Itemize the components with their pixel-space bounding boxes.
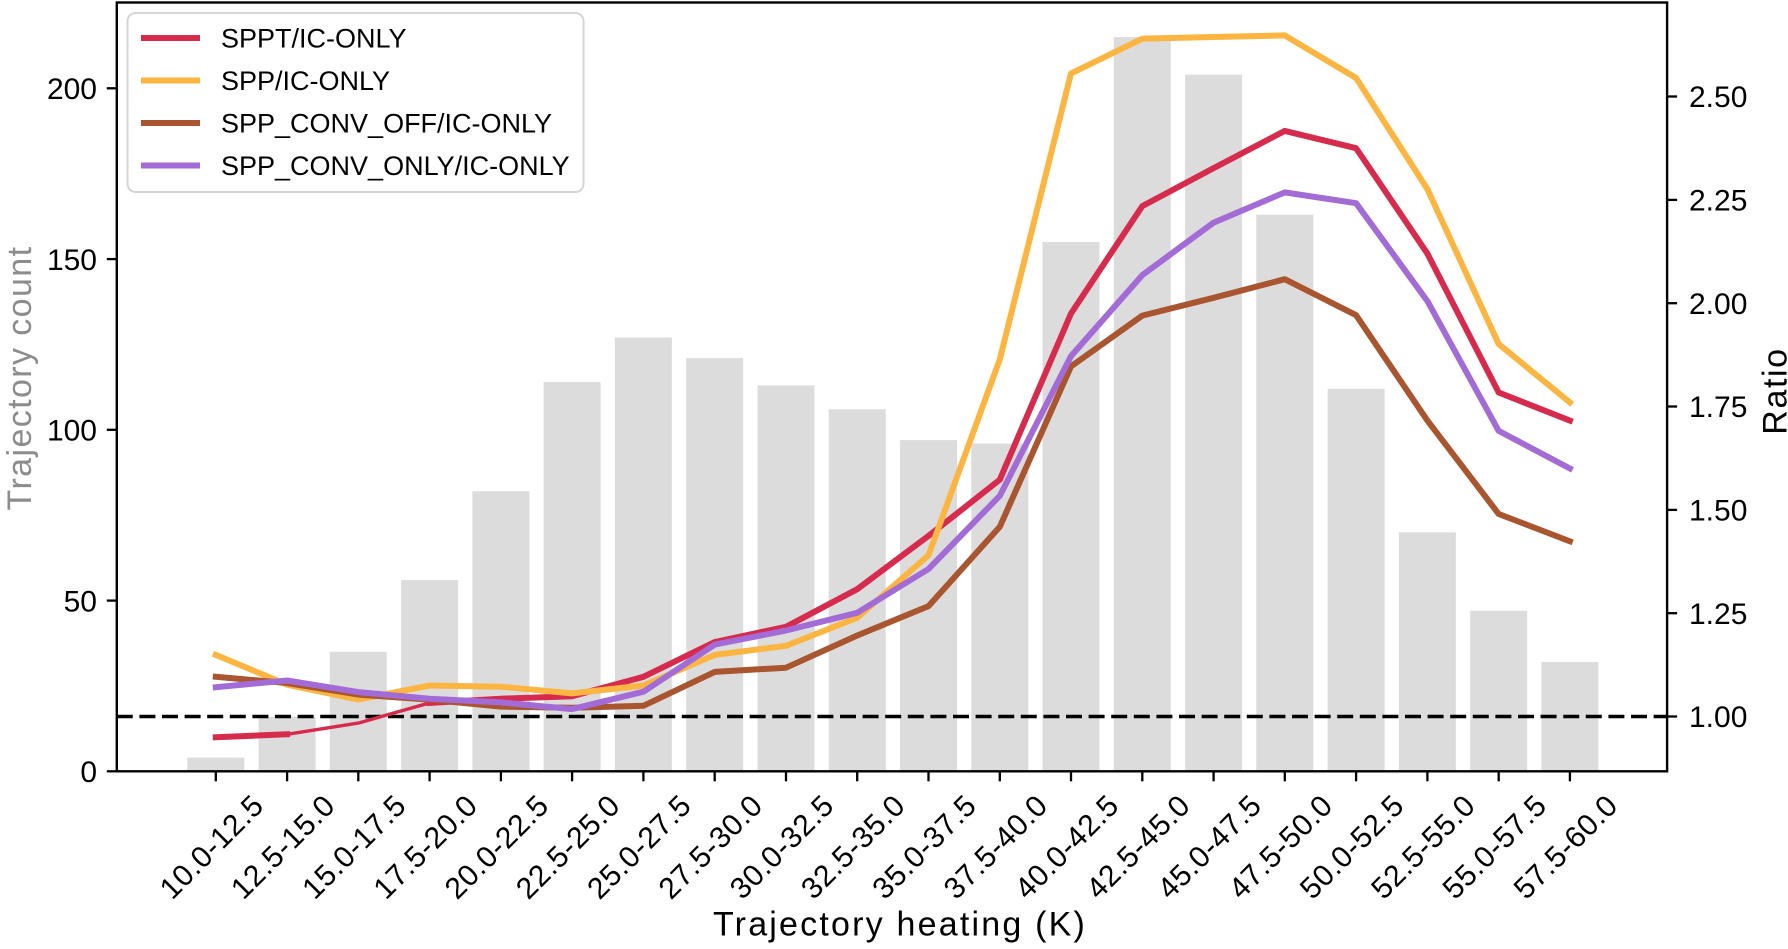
svg-text:150: 150	[47, 244, 97, 277]
svg-text:Ratio: Ratio	[1757, 347, 1788, 434]
svg-text:1.00: 1.00	[1689, 701, 1747, 734]
svg-text:SPP_CONV_ONLY/IC-ONLY: SPP_CONV_ONLY/IC-ONLY	[221, 151, 570, 181]
svg-text:SPP/IC-ONLY: SPP/IC-ONLY	[221, 66, 390, 96]
svg-text:Trajectory count: Trajectory count	[1, 246, 39, 511]
svg-text:0: 0	[80, 756, 97, 789]
svg-text:2.25: 2.25	[1689, 185, 1747, 218]
svg-text:1.25: 1.25	[1689, 598, 1747, 631]
svg-text:Trajectory heating (K): Trajectory heating (K)	[713, 906, 1087, 944]
svg-text:200: 200	[47, 73, 97, 106]
svg-text:1.75: 1.75	[1689, 391, 1747, 424]
svg-text:1.50: 1.50	[1689, 495, 1747, 528]
svg-text:2.00: 2.00	[1689, 288, 1747, 321]
svg-text:100: 100	[47, 415, 97, 448]
svg-text:2.50: 2.50	[1689, 81, 1747, 114]
svg-text:SPPT/IC-ONLY: SPPT/IC-ONLY	[221, 24, 407, 54]
svg-text:SPP_CONV_OFF/IC-ONLY: SPP_CONV_OFF/IC-ONLY	[221, 109, 552, 139]
svg-text:50: 50	[64, 585, 97, 618]
